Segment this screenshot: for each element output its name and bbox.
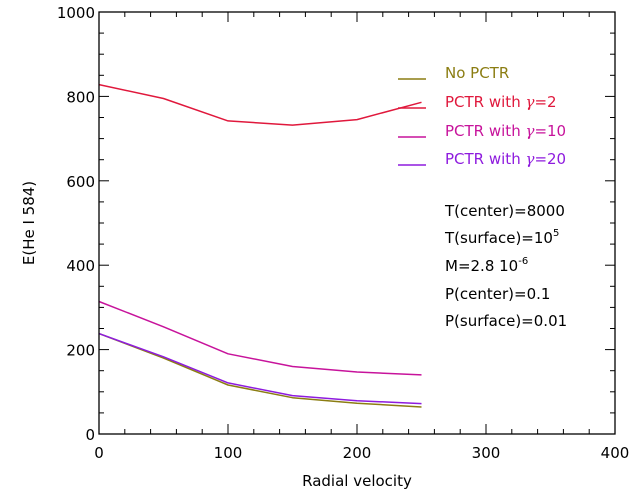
legend: No PCTR PCTR with γ=2 PCTR with γ=10 PCTR w… <box>398 64 566 168</box>
y-axis-label: E(He I 584) <box>20 181 38 265</box>
annotation-text: P(center)=0.1 <box>445 285 550 303</box>
x-tick-label: 0 <box>94 444 104 462</box>
plot-frame <box>98 11 616 435</box>
legend-label: No PCTR <box>445 64 509 82</box>
annotation-text: M=2.8 10-6 <box>445 256 528 275</box>
legend-label: PCTR with γ=10 <box>445 122 566 140</box>
series-line-1 <box>98 332 422 408</box>
x-tick-label: 200 <box>343 444 372 462</box>
annotation-text: T(surface)=105 <box>444 228 559 247</box>
axis-ticks <box>98 11 616 435</box>
series-line-4 <box>98 332 422 405</box>
series-lines <box>98 83 422 408</box>
annotations: T(center)=8000 T(surface)=105 M=2.8 10-6 P(… <box>444 202 567 330</box>
y-tick-label: 0 <box>85 426 95 444</box>
legend-label: PCTR with γ=2 <box>445 93 557 111</box>
annotation-text: P(surface)=0.01 <box>445 312 567 330</box>
y-tick-label: 200 <box>66 342 95 360</box>
tick-labels: 0 100 200 300 400 0 200 400 600 800 1000 <box>57 4 630 462</box>
y-tick-label: 1000 <box>57 4 95 22</box>
x-axis-label: Radial velocity <box>302 472 412 490</box>
x-tick-label: 400 <box>601 444 630 462</box>
legend-label: PCTR with γ=20 <box>445 150 566 168</box>
annotation-text: T(center)=8000 <box>444 202 565 220</box>
series-line-2 <box>98 83 422 126</box>
y-tick-label: 400 <box>66 257 95 275</box>
y-tick-label: 800 <box>66 88 95 106</box>
y-tick-label: 600 <box>66 173 95 191</box>
x-tick-label: 300 <box>472 444 501 462</box>
series-line-3 <box>98 300 422 376</box>
x-tick-label: 100 <box>214 444 243 462</box>
